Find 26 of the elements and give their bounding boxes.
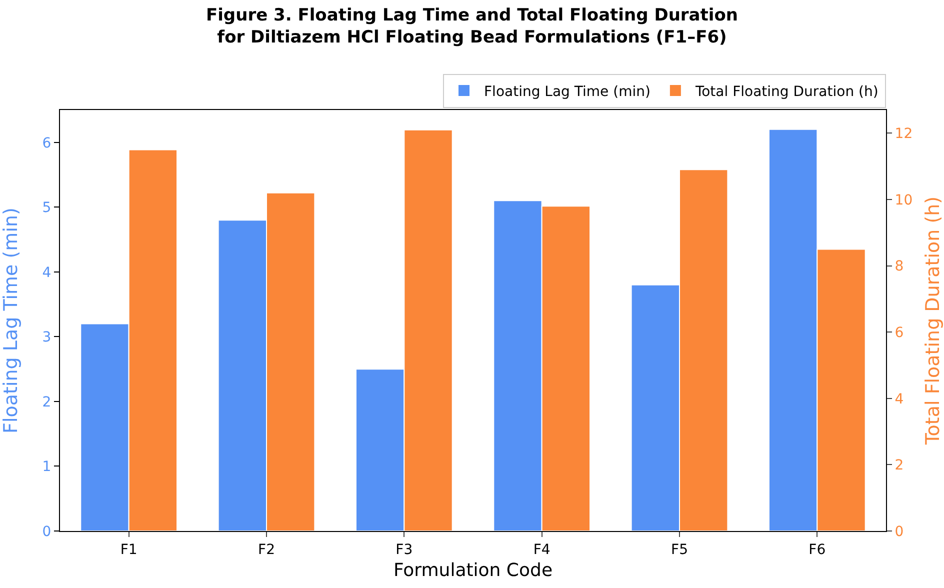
y2-tick-label: 6 [894,325,904,341]
y2-tick-label: 10 [894,192,913,208]
y-tick-label: 4 [42,264,52,281]
legend-label: Total Floating Duration (h) [694,84,878,100]
y2-tick-label: 2 [894,458,904,474]
x-tick-label: F4 [533,542,550,558]
y-axis-title: Floating Lag Time (min) [0,208,22,434]
x-tick-label: F2 [258,542,275,558]
x-axis-title: Formulation Code [393,560,553,581]
y-tick-label: 1 [42,459,52,476]
y2-tick-label: 0 [894,524,904,540]
x-tick-label: F6 [808,542,826,558]
y-tick-label: 5 [42,200,52,216]
x-tick-label: F3 [396,542,413,558]
y2-tick-label: 8 [894,258,904,275]
x-tick-label: F5 [671,542,688,558]
y-tick-label: 3 [42,330,52,346]
chart-title: Figure 3. Floating Lag Time and Total Floating Duration for Diltiazem HCl Floating Bead Formulations (F1–F6) [206,6,738,48]
y-tick-label: 6 [42,135,52,152]
y2-tick-label: 4 [894,391,904,408]
y2-tick-label: 12 [894,126,913,142]
x-tick-label: F1 [120,542,138,558]
y-tick-label: 2 [42,394,52,410]
legend-label: Floating Lag Time (min) [484,84,650,100]
y2-axis-title: Total Floating Duration (h) [922,196,944,446]
y-tick-label: 0 [42,524,52,540]
